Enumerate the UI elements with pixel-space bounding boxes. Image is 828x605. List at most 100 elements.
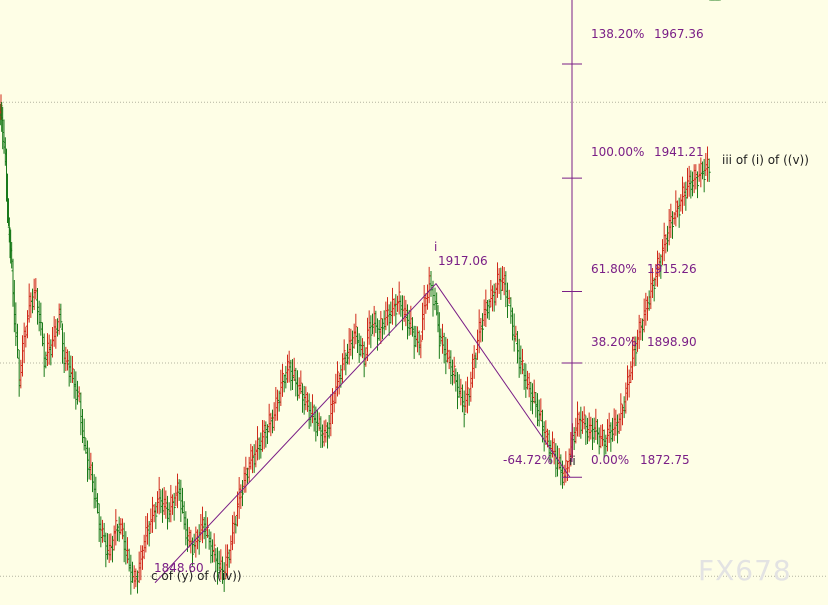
price-bar (624, 382, 628, 414)
price-bar (554, 443, 558, 478)
price-bar (677, 197, 681, 228)
price-bar (181, 487, 184, 514)
price-bar (671, 211, 674, 239)
price-bar (499, 267, 503, 300)
price-bar (456, 372, 459, 410)
price-bar (271, 409, 274, 434)
price-bar (539, 398, 543, 421)
price-bar (496, 262, 499, 298)
price-bar (679, 194, 683, 212)
price-bar (31, 288, 34, 314)
price-bar (491, 285, 494, 312)
price-bars (0, 0, 721, 595)
price-bar (472, 345, 476, 379)
price-bar (454, 368, 458, 392)
price-bar (446, 338, 449, 363)
wave-label-c: c of (y) of ((iv)) (151, 569, 242, 583)
price-bar (397, 281, 401, 315)
price-bar (176, 473, 179, 509)
price-bar (151, 496, 154, 533)
price-bar (117, 516, 121, 542)
price-bar (502, 267, 506, 296)
price-bar (96, 493, 99, 514)
price-bar (192, 533, 196, 554)
price-bar (441, 323, 444, 354)
price-bar (91, 462, 94, 493)
price-bar (372, 305, 376, 337)
price-bar (114, 509, 118, 546)
price-bar (469, 371, 473, 402)
price-bar (634, 336, 638, 367)
price-bar (197, 524, 201, 555)
price-bar (652, 277, 656, 302)
price-bar (694, 164, 698, 190)
price-bar (591, 418, 594, 450)
price-bar (64, 346, 68, 372)
price-bar (269, 412, 273, 437)
price-bar (94, 476, 98, 509)
price-bar (36, 288, 39, 325)
price-bar (79, 392, 83, 436)
price-bar (321, 424, 324, 448)
price-bar (616, 414, 619, 444)
price-bar (576, 401, 579, 437)
price-bar (404, 299, 408, 327)
price-bar (492, 283, 496, 312)
price-bar (131, 561, 134, 583)
price-bar (396, 295, 399, 312)
price-bar (557, 448, 561, 470)
price-bar (344, 352, 348, 376)
price-bar (504, 271, 508, 308)
price-bar (702, 158, 706, 193)
price-bar (347, 328, 351, 365)
price-bar (241, 480, 244, 507)
price-bar (209, 531, 213, 564)
price-bar (696, 171, 699, 199)
price-bar (251, 446, 254, 474)
price-bar (536, 393, 539, 427)
price-bar (332, 391, 336, 413)
price-bar (392, 298, 396, 317)
price-bar (227, 549, 231, 568)
price-bar (381, 318, 384, 340)
price-bar (391, 287, 394, 325)
price-bar (542, 421, 546, 452)
price-bar (279, 369, 283, 407)
price-bar (521, 348, 524, 375)
price-bar (69, 355, 73, 383)
price-bar (506, 282, 509, 319)
fib-label-100-price: 1941.21 (654, 145, 704, 159)
price-bar (277, 390, 281, 412)
price-bar (614, 409, 618, 436)
price-bar (577, 411, 581, 437)
price-bar (252, 444, 256, 473)
price-bar (327, 414, 331, 439)
price-bar (41, 322, 44, 347)
price-bar (597, 427, 601, 455)
price-bar (254, 440, 258, 468)
price-bar (466, 376, 469, 414)
price-bar (433, 287, 437, 311)
price-bar (142, 534, 146, 560)
price-bar (306, 392, 309, 412)
price-bar (46, 333, 49, 366)
price-bar (272, 402, 276, 431)
price-bar (256, 426, 259, 461)
price-bar (626, 365, 629, 401)
price-bar (484, 289, 488, 328)
price-bar (129, 554, 133, 595)
price-bar (189, 529, 193, 554)
fib-label-0-pct: 0.00% (591, 453, 629, 467)
price-bar (649, 271, 653, 310)
price-bar (489, 280, 493, 308)
price-bar (459, 378, 463, 406)
price-bar (149, 508, 153, 533)
price-bar (481, 313, 484, 342)
price-bar (267, 403, 271, 433)
price-bar (386, 297, 389, 326)
price-bar (457, 374, 461, 398)
price-bar (146, 513, 149, 545)
wave-path (154, 282, 571, 584)
price-bar (369, 315, 373, 349)
wave-label-iii: iii of (i) of ((v)) (722, 153, 809, 167)
